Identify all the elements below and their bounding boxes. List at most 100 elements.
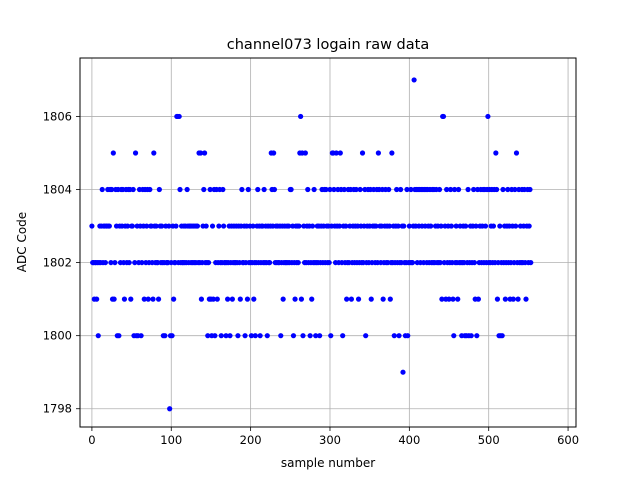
data-point bbox=[500, 186, 506, 193]
data-point bbox=[252, 333, 258, 339]
data-point bbox=[451, 186, 458, 193]
data-point bbox=[313, 333, 319, 339]
data-point bbox=[194, 223, 201, 229]
data-point bbox=[221, 223, 227, 229]
data-point bbox=[271, 186, 278, 193]
data-point bbox=[139, 259, 145, 266]
x-axis-label: sample number bbox=[281, 456, 375, 470]
data-point bbox=[513, 223, 519, 229]
data-point bbox=[490, 223, 497, 229]
data-point bbox=[409, 259, 416, 266]
x-tick-label: 600 bbox=[557, 433, 579, 447]
data-points bbox=[89, 77, 534, 412]
data-point bbox=[288, 186, 294, 193]
data-point bbox=[210, 296, 216, 302]
data-point bbox=[387, 296, 393, 302]
data-point bbox=[450, 296, 456, 302]
data-point bbox=[278, 333, 284, 339]
data-point bbox=[485, 113, 491, 120]
data-point bbox=[401, 223, 407, 229]
data-point bbox=[169, 333, 175, 339]
data-point bbox=[144, 223, 150, 229]
y-tick-label: 1804 bbox=[43, 183, 72, 197]
data-point bbox=[439, 296, 445, 302]
data-point bbox=[355, 296, 362, 302]
data-point bbox=[389, 150, 395, 156]
data-point bbox=[171, 296, 177, 302]
data-point bbox=[497, 223, 503, 229]
data-point bbox=[395, 223, 401, 229]
data-point bbox=[309, 296, 315, 302]
data-point bbox=[300, 333, 306, 339]
data-point bbox=[451, 333, 457, 339]
data-point bbox=[337, 150, 343, 156]
data-point bbox=[471, 259, 478, 266]
data-point bbox=[305, 186, 311, 193]
data-point bbox=[526, 223, 532, 229]
data-point bbox=[455, 296, 461, 302]
data-point bbox=[198, 150, 204, 156]
x-axis-ticks: 0 100 200 300 400 500 600 bbox=[88, 427, 579, 447]
data-point bbox=[468, 333, 474, 339]
data-point bbox=[295, 259, 301, 266]
data-point bbox=[513, 150, 520, 156]
data-point bbox=[394, 186, 400, 193]
data-point bbox=[373, 223, 379, 229]
data-point bbox=[286, 223, 292, 229]
data-point bbox=[436, 186, 443, 193]
data-point bbox=[391, 333, 397, 339]
data-point bbox=[343, 223, 349, 229]
data-point bbox=[106, 223, 112, 229]
data-point bbox=[408, 186, 414, 193]
data-point bbox=[465, 186, 471, 193]
data-point bbox=[112, 259, 118, 266]
data-point bbox=[177, 186, 183, 193]
data-point bbox=[475, 296, 481, 302]
data-point bbox=[473, 223, 479, 229]
x-tick-label: 500 bbox=[478, 433, 500, 447]
data-point bbox=[141, 296, 147, 302]
data-point bbox=[344, 296, 350, 302]
data-point bbox=[411, 77, 417, 83]
data-point bbox=[386, 223, 393, 229]
data-point bbox=[296, 223, 302, 229]
data-point bbox=[375, 150, 381, 156]
data-point bbox=[440, 113, 447, 120]
data-point bbox=[250, 223, 256, 229]
data-point bbox=[205, 333, 211, 339]
data-point bbox=[237, 296, 243, 302]
y-axis-label: ADC Code bbox=[15, 212, 29, 272]
data-point bbox=[147, 186, 153, 193]
data-point bbox=[167, 406, 173, 412]
data-point bbox=[132, 259, 138, 266]
data-point bbox=[216, 223, 222, 229]
data-point bbox=[493, 150, 499, 156]
data-point bbox=[138, 333, 144, 339]
data-point bbox=[331, 186, 337, 193]
data-point bbox=[340, 333, 346, 339]
data-point bbox=[129, 223, 135, 229]
data-point bbox=[405, 333, 411, 339]
data-point bbox=[109, 186, 115, 193]
data-point bbox=[264, 333, 270, 339]
data-point bbox=[280, 296, 286, 302]
y-tick-label: 1802 bbox=[43, 256, 72, 270]
data-point bbox=[307, 333, 313, 339]
data-point bbox=[380, 296, 386, 302]
data-point bbox=[267, 259, 273, 266]
data-point bbox=[328, 333, 334, 339]
data-point bbox=[207, 186, 213, 193]
data-point bbox=[121, 296, 128, 302]
data-point bbox=[471, 186, 477, 193]
data-point bbox=[130, 186, 136, 193]
y-tick-label: 1800 bbox=[43, 329, 72, 343]
chart-title: channel073 logain raw data bbox=[227, 37, 429, 53]
data-point bbox=[353, 186, 359, 193]
data-point bbox=[528, 259, 534, 266]
data-point bbox=[248, 333, 255, 339]
data-point bbox=[184, 186, 190, 193]
data-point bbox=[512, 186, 518, 193]
data-point bbox=[229, 296, 235, 302]
data-point bbox=[428, 223, 434, 229]
x-tick-label: 200 bbox=[240, 433, 262, 447]
